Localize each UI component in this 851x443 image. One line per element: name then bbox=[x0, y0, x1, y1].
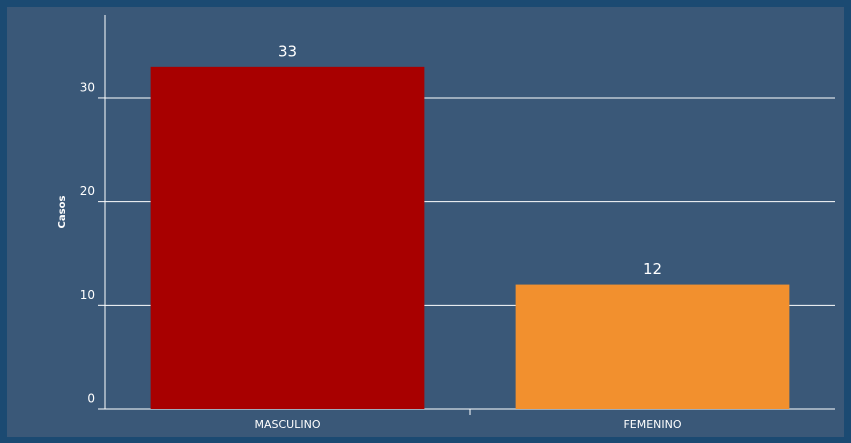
y-tick-label: 10 bbox=[80, 288, 95, 302]
bar bbox=[150, 66, 425, 409]
data-label: 33 bbox=[278, 42, 297, 60]
y-axis-title: Casos bbox=[57, 196, 68, 229]
y-tick-label: 0 bbox=[87, 392, 95, 406]
y-tick-label: 30 bbox=[80, 80, 95, 94]
x-tick-label: MASCULINO bbox=[255, 418, 321, 431]
y-tick-label: 20 bbox=[80, 184, 95, 198]
x-tick-label: FEMENINO bbox=[623, 418, 681, 431]
bar bbox=[515, 284, 790, 409]
data-label: 12 bbox=[643, 260, 662, 278]
